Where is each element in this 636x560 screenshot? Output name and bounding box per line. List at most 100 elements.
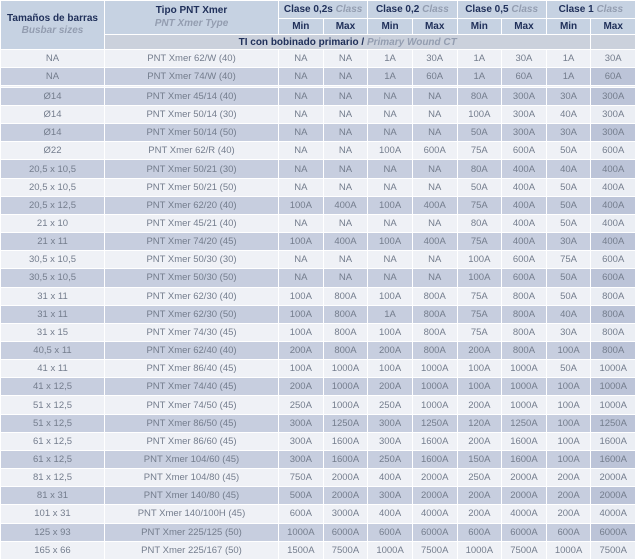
current-value-cell: 400A (590, 177, 636, 197)
current-value-cell: 600A (411, 141, 458, 161)
table-row: NA PNT Xmer 62/W (40) NA NA 1A 30A 1A 30A 1A 30A (0, 48, 636, 69)
current-value-cell: 400A (501, 195, 547, 215)
current-value-cell: NA (278, 250, 324, 270)
current-value-cell: 800A (590, 322, 636, 343)
busbar-size-cell: 21 x 11 (0, 232, 105, 252)
current-value-cell: 75A (456, 322, 503, 343)
header-busbar-subtitle: Busbar sizes (21, 25, 84, 36)
current-value-cell: NA (322, 141, 369, 161)
current-value-cell: 600A (590, 250, 636, 270)
current-value-cell: 2000A (590, 486, 636, 506)
max-header: Max (322, 18, 369, 35)
current-value-cell: 100A (367, 232, 413, 252)
table-row: Ø14 PNT Xmer 50/14 (30) NA NA NA NA 100A 300A 40… (0, 104, 636, 125)
table-row: 40,5 x 11 PNT Xmer 62/40 (40) 200A 800A 200A… (0, 340, 636, 361)
current-value-cell: 100A (456, 359, 503, 379)
current-value-cell: 1000A (411, 359, 458, 379)
current-value-cell: 100A (278, 322, 324, 343)
busbar-size-cell: 31 x 11 (0, 286, 105, 306)
current-value-cell: 1600A (411, 449, 458, 470)
current-value-cell: 100A (545, 413, 592, 433)
max-header: Max (590, 18, 636, 35)
current-value-cell: 200A (367, 377, 413, 397)
current-value-cell: 7500A (590, 540, 636, 560)
current-value-cell: 200A (456, 431, 503, 451)
current-value-cell: 600A (545, 522, 592, 542)
current-value-cell: NA (278, 141, 324, 161)
current-value-cell: 30A (501, 48, 547, 69)
busbar-size-cell: 81 x 31 (0, 486, 105, 506)
current-value-cell: 200A (367, 340, 413, 361)
current-value-cell: 75A (456, 141, 503, 161)
current-value-cell: 250A (367, 395, 413, 415)
current-value-cell: NA (322, 104, 369, 125)
current-value-cell: 500A (278, 486, 324, 506)
busbar-size-cell: 20,5 x 12,5 (0, 195, 105, 215)
current-value-cell: 100A (278, 232, 324, 252)
current-value-cell: NA (411, 268, 458, 288)
xmer-type-cell: PNT Xmer 104/80 (45) (104, 468, 279, 488)
current-value-cell: 50A (545, 195, 592, 215)
xmer-type-cell: PNT Xmer 62/R (40) (104, 141, 279, 161)
current-value-cell: 200A (278, 340, 324, 361)
xmer-type-cell: PNT Xmer 50/30 (50) (104, 268, 279, 288)
table-row: 41 x 11 PNT Xmer 86/40 (45) 100A 1000A 100A 1… (0, 359, 636, 379)
busbar-size-cell: 165 x 66 (0, 540, 105, 560)
xmer-type-cell: PNT Xmer 74/40 (45) (104, 377, 279, 397)
current-value-cell: NA (278, 177, 324, 197)
current-value-cell: NA (367, 268, 413, 288)
current-value-cell: NA (322, 250, 369, 270)
current-value-cell: 2000A (322, 486, 369, 506)
table-header: Tamaños de barras Busbar sizes Tipo PNT … (0, 0, 636, 50)
current-value-cell: 100A (545, 449, 592, 470)
current-value-cell: 100A (367, 195, 413, 215)
current-value-cell: NA (278, 123, 324, 143)
current-value-cell: 100A (545, 377, 592, 397)
current-value-cell: 30A (545, 86, 592, 106)
current-value-cell: 6000A (590, 522, 636, 542)
xmer-type-cell: PNT Xmer 74/20 (45) (104, 232, 279, 252)
table-row: 81 x 12,5 PNT Xmer 104/80 (45) 750A 2000A 40… (0, 468, 636, 488)
current-value-cell: 50A (545, 141, 592, 161)
current-value-cell: NA (278, 268, 324, 288)
current-value-cell: NA (367, 213, 413, 234)
table-row: 81 x 31 PNT Xmer 140/80 (45) 500A 2000A 300A… (0, 486, 636, 506)
current-value-cell: NA (411, 159, 458, 179)
min-header: Min (545, 18, 592, 35)
xmer-type-cell: PNT Xmer 62/30 (50) (104, 304, 279, 324)
current-value-cell: 150A (456, 449, 503, 470)
current-value-cell: 600A (590, 141, 636, 161)
current-value-cell: 100A (367, 359, 413, 379)
current-value-cell: 1000A (545, 540, 592, 560)
current-value-cell: 600A (501, 268, 547, 288)
current-value-cell: 2000A (590, 468, 636, 488)
current-value-cell: 1000A (590, 359, 636, 379)
current-value-cell: 1A (545, 48, 592, 69)
current-value-cell: 800A (322, 286, 369, 306)
current-value-cell: 100A (367, 286, 413, 306)
xmer-type-cell: PNT Xmer 50/30 (30) (104, 250, 279, 270)
current-value-cell: 75A (456, 232, 503, 252)
current-value-cell: 300A (278, 449, 324, 470)
current-value-cell: 1A (367, 304, 413, 324)
busbar-size-cell: 51 x 12,5 (0, 395, 105, 415)
current-value-cell: 2000A (501, 468, 547, 488)
current-value-cell: 1000A (501, 359, 547, 379)
current-value-cell: NA (278, 213, 324, 234)
current-value-cell: 60A (590, 67, 636, 87)
current-value-cell: 300A (367, 413, 413, 433)
xmer-type-cell: PNT Xmer 62/20 (40) (104, 195, 279, 215)
current-value-cell: NA (322, 48, 369, 69)
current-value-cell: 2000A (411, 468, 458, 488)
current-value-cell: 800A (590, 340, 636, 361)
current-value-cell: 400A (322, 195, 369, 215)
current-value-cell: 1A (545, 67, 592, 87)
current-value-cell: 400A (501, 177, 547, 197)
header-row-groups: Tamaños de barras Busbar sizes Tipo PNT … (0, 0, 636, 50)
current-value-cell: 100A (367, 322, 413, 343)
current-value-cell: 6000A (322, 522, 369, 542)
current-value-cell: 800A (411, 340, 458, 361)
current-value-cell: 600A (278, 504, 324, 524)
xmer-type-cell: PNT Xmer 86/60 (45) (104, 431, 279, 451)
current-value-cell: 1600A (501, 431, 547, 451)
